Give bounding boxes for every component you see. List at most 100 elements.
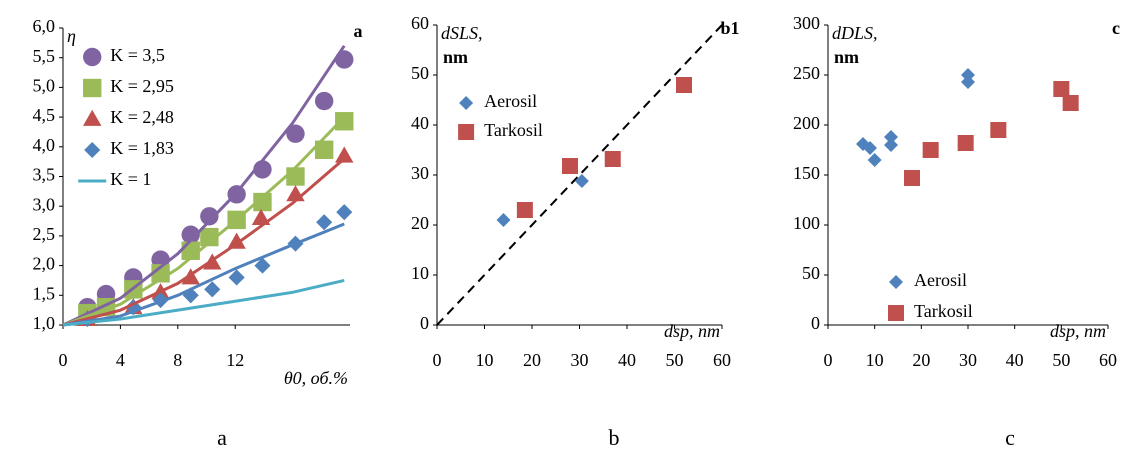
point [227, 232, 246, 249]
legend-marker [889, 275, 903, 289]
x-tick-label: 20 [912, 350, 930, 370]
panel-label: b1 [720, 18, 739, 38]
x-tick-label: 60 [713, 350, 731, 370]
x-tick-label: 12 [226, 350, 244, 370]
point [316, 214, 333, 231]
point [286, 167, 305, 186]
legend-label: K = 2,48 [110, 107, 174, 127]
point [676, 77, 692, 93]
y-tick-label: 3,5 [33, 165, 56, 185]
point [335, 112, 354, 131]
y-tick-label: 3,0 [33, 194, 56, 214]
legend-marker [83, 109, 102, 126]
x-tick-label: 50 [1052, 350, 1070, 370]
panel-label: c [1112, 18, 1120, 38]
legend-label: K = 1,83 [110, 138, 174, 158]
point [200, 227, 219, 247]
y-tick-label: 60 [411, 13, 429, 33]
legend-marker [84, 141, 101, 159]
y-tick-label: 2,5 [33, 224, 56, 244]
legend-label: Aerosil [484, 91, 537, 111]
point [336, 204, 353, 221]
x-tick-label: 50 [666, 350, 684, 370]
y-tick-label: 200 [793, 113, 820, 133]
point [314, 140, 334, 159]
y-tick-label: 2,0 [33, 254, 56, 274]
y-axis-title: dSLS, [441, 23, 483, 43]
x-tick-label: 20 [523, 350, 541, 370]
y-tick-label: 4,0 [33, 135, 56, 155]
y-tick-label: 10 [411, 263, 429, 283]
panel-label: a [354, 21, 363, 41]
fit-line [62, 116, 346, 327]
point [604, 151, 621, 167]
y-tick-label: 300 [793, 13, 820, 33]
y-tick-label: 0 [420, 313, 429, 333]
point [253, 192, 272, 212]
y-tick-label: 6,0 [33, 16, 56, 36]
point [957, 135, 974, 151]
x-tick-label: 0 [59, 350, 68, 370]
legend-label: Aerosil [914, 270, 967, 290]
point [254, 257, 271, 274]
point [990, 122, 1007, 138]
x-tick-label: 40 [618, 350, 636, 370]
caption: b [609, 425, 620, 450]
legend-label: Tarkosil [914, 301, 973, 321]
y-tick-label: 0 [811, 313, 820, 333]
x-tick-label: 4 [116, 350, 125, 370]
legend-label: K = 3,5 [110, 45, 165, 65]
point [961, 75, 975, 89]
y-axis-title: dDLS, [832, 23, 878, 43]
y-tick-label: 5,0 [33, 76, 56, 96]
x-tick-label: 40 [1006, 350, 1024, 370]
y-tick-label: 30 [411, 163, 429, 183]
y-axis-unit: nm [443, 47, 468, 67]
fit-line [62, 44, 346, 327]
x-tick-label: 10 [866, 350, 884, 370]
fit-line [62, 278, 345, 327]
y-tick-label: 50 [411, 63, 429, 83]
point [286, 124, 305, 143]
y-tick-label: 150 [793, 163, 820, 183]
y-tick-label: 100 [793, 213, 820, 233]
legend-marker [458, 124, 475, 140]
legend-label: Tarkosil [484, 120, 543, 140]
point [1053, 81, 1070, 97]
point [335, 146, 354, 163]
y-tick-label: 40 [411, 113, 429, 133]
x-tick-label: 30 [959, 350, 977, 370]
y-tick-label: 1,0 [33, 313, 56, 333]
legend-marker [83, 78, 102, 98]
x-tick-label: 10 [476, 350, 494, 370]
y-tick-label: 250 [793, 63, 820, 83]
x-tick-label: 30 [571, 350, 589, 370]
x-axis-title: dsp, nm [664, 321, 720, 341]
point [496, 213, 511, 227]
point [922, 142, 939, 158]
caption: a [217, 425, 227, 450]
point [314, 91, 334, 111]
point [867, 153, 882, 167]
y-axis-unit: nm [834, 47, 859, 67]
y-tick-label: 1,5 [33, 283, 56, 303]
x-axis-title: dsp, nm [1050, 321, 1106, 341]
legend-marker [888, 305, 904, 321]
x-axis-title: θ0, об.% [284, 368, 348, 388]
x-tick-label: 8 [173, 350, 182, 370]
point [904, 170, 920, 186]
legend-label: K = 2,95 [110, 76, 174, 96]
point [863, 141, 877, 155]
x-tick-label: 0 [824, 350, 833, 370]
point [562, 158, 578, 174]
y-axis-title: η [67, 26, 76, 46]
point [1062, 95, 1079, 111]
point [884, 130, 898, 144]
reference-line [436, 24, 723, 326]
point [204, 281, 221, 298]
x-tick-label: 0 [433, 350, 442, 370]
fit-line [62, 157, 346, 327]
point [181, 225, 200, 244]
y-tick-label: 50 [802, 263, 820, 283]
